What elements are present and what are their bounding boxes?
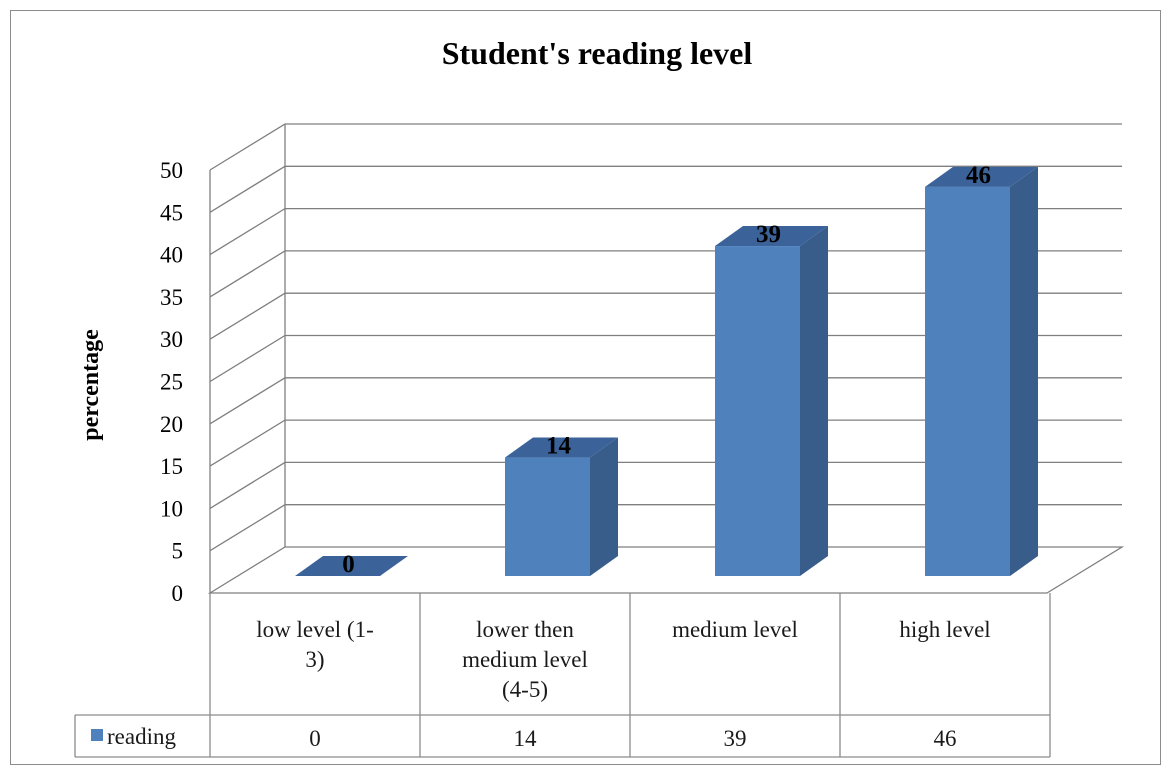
category-label: medium level xyxy=(672,617,798,642)
y-tick-label: 35 xyxy=(160,285,183,310)
category-label: lower then medium level (4-5) xyxy=(462,617,588,702)
series-name: reading xyxy=(107,724,176,749)
chart-frame xyxy=(10,10,1161,765)
data-label: 39 xyxy=(756,221,781,248)
bar-side xyxy=(590,437,618,576)
bar-front xyxy=(925,186,1010,576)
y-axis-ticks: 0 5 10 15 20 25 30 35 40 45 50 xyxy=(160,158,183,606)
y-tick-label: 50 xyxy=(160,158,183,183)
bar xyxy=(925,166,1038,576)
y-tick-label: 40 xyxy=(160,243,183,268)
y-tick-label: 0 xyxy=(172,581,184,606)
data-labels: 0 14 39 46 xyxy=(342,162,991,578)
bar-top xyxy=(715,226,828,247)
bar-top xyxy=(295,556,408,576)
y-tick-label: 5 xyxy=(172,539,184,564)
data-label: 14 xyxy=(546,433,572,460)
bar xyxy=(505,437,618,576)
y-axis-label: percentage xyxy=(78,329,104,441)
bar-side xyxy=(800,226,828,576)
bar-front xyxy=(505,457,590,576)
legend-swatch xyxy=(91,729,103,741)
y-tick-label: 45 xyxy=(160,200,183,225)
table-value: 0 xyxy=(309,726,321,751)
table-value: 46 xyxy=(934,726,957,751)
bar xyxy=(295,556,408,576)
bar-top xyxy=(925,166,1038,187)
bar-side xyxy=(1010,166,1038,576)
table-value: 14 xyxy=(514,726,538,751)
table-value: 39 xyxy=(724,726,747,751)
bar xyxy=(715,226,828,576)
y-tick-label: 30 xyxy=(160,327,183,352)
category-label: high level xyxy=(899,617,990,642)
floor xyxy=(207,546,1125,594)
y-tick-label: 20 xyxy=(160,412,183,437)
bar-front xyxy=(715,246,800,576)
y-tick-label: 10 xyxy=(160,496,183,521)
data-table: low level (1-3) lower then medium level (4-… xyxy=(74,593,1051,758)
data-label: 46 xyxy=(966,162,991,189)
gridlines xyxy=(207,123,1125,594)
bar-top xyxy=(505,437,618,458)
data-label: 0 xyxy=(342,551,355,578)
y-tick-label: 25 xyxy=(160,370,183,395)
y-tick-label: 15 xyxy=(160,454,183,479)
category-label: low level (1-3) xyxy=(256,617,374,672)
chart-title: Student's reading level xyxy=(442,35,753,71)
bars xyxy=(295,166,1038,576)
